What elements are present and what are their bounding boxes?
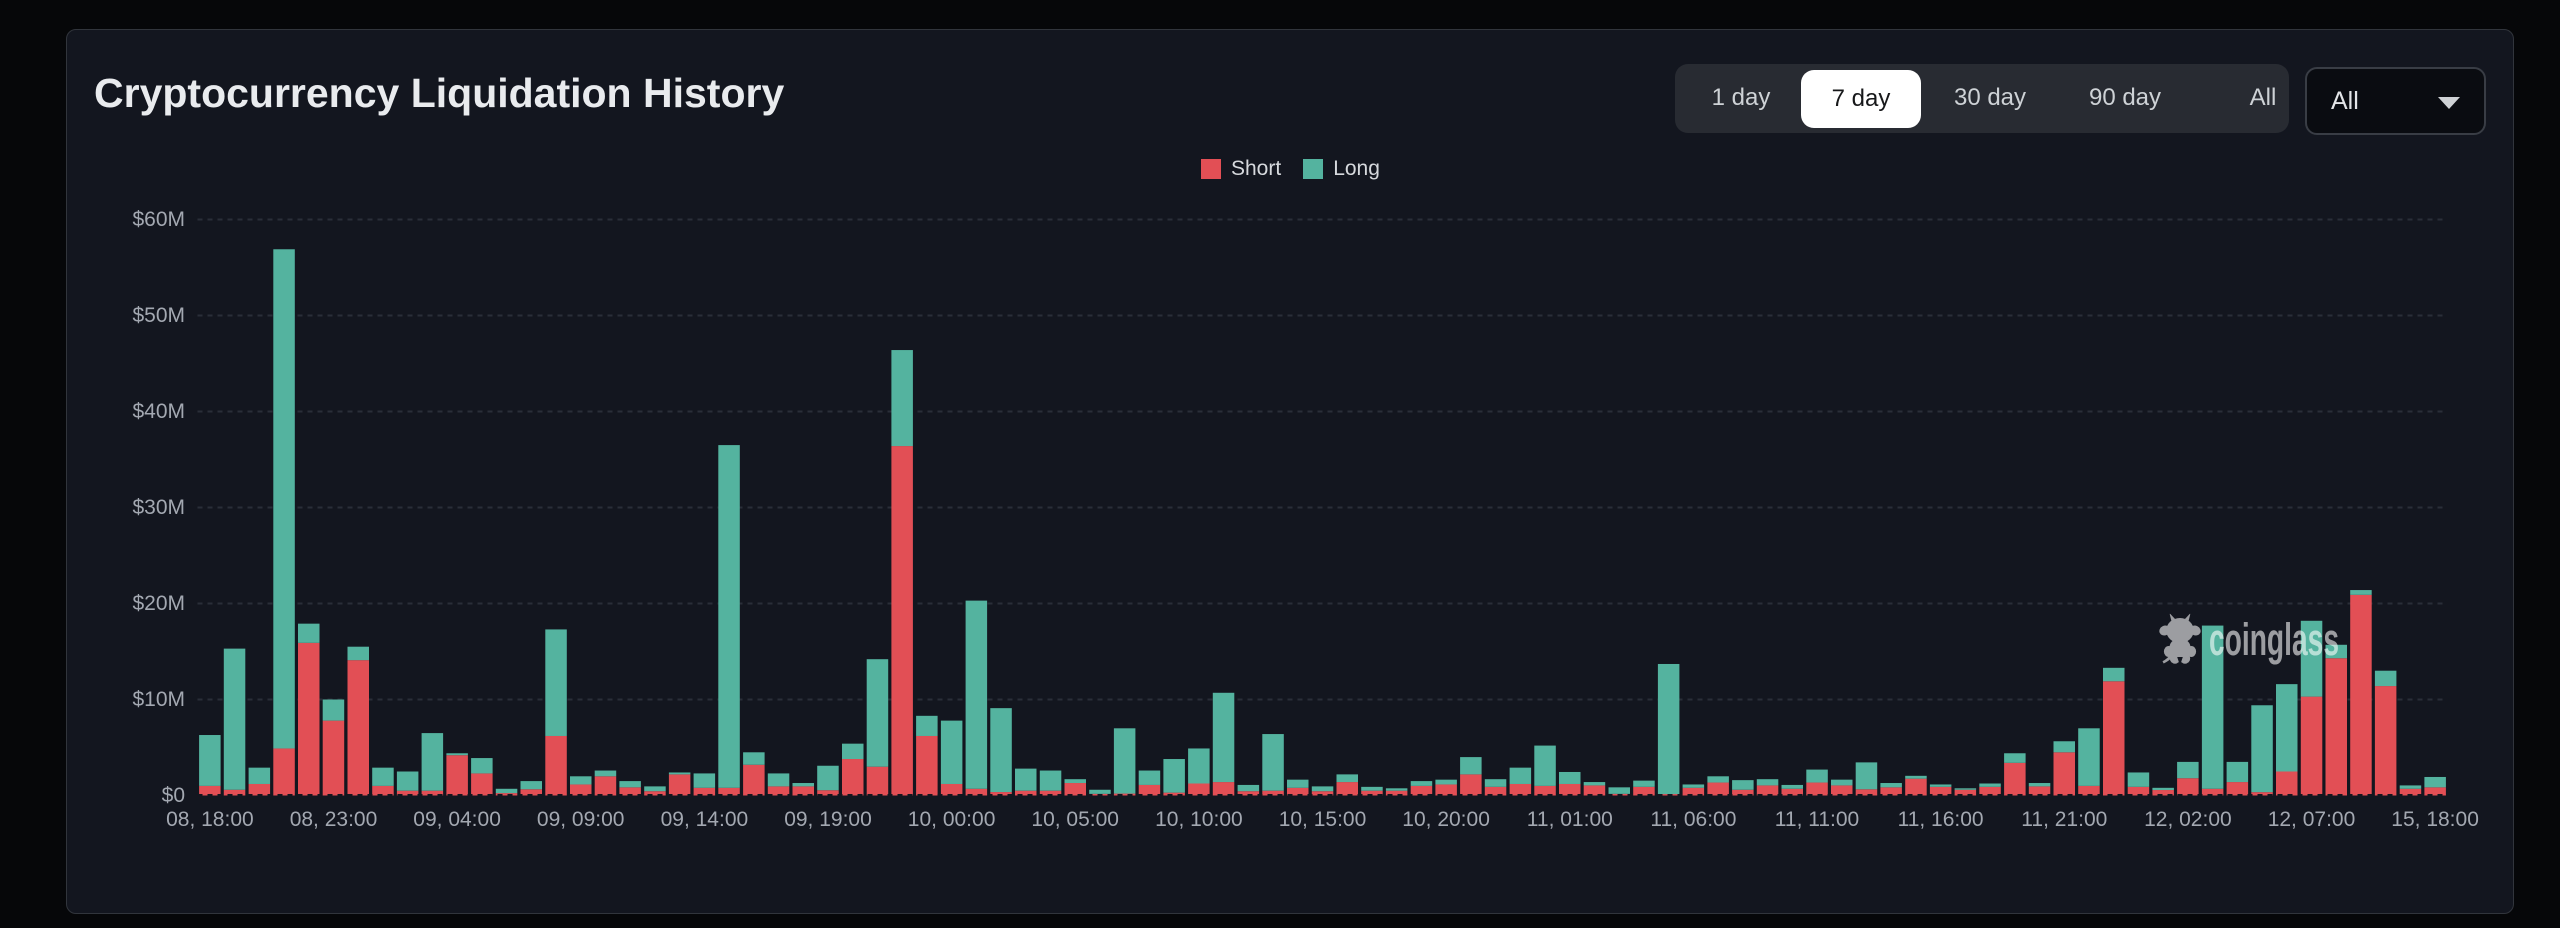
svg-text:12, 07:00: 12, 07:00 <box>2268 808 2356 831</box>
svg-text:$40M: $40M <box>132 400 185 423</box>
svg-text:10, 00:00: 10, 00:00 <box>908 808 996 831</box>
svg-text:08, 18:00: 08, 18:00 <box>166 808 254 831</box>
svg-text:11, 01:00: 11, 01:00 <box>1527 808 1613 831</box>
svg-text:11, 16:00: 11, 16:00 <box>1898 808 1984 831</box>
svg-text:$50M: $50M <box>132 304 185 327</box>
svg-text:09, 09:00: 09, 09:00 <box>537 808 625 831</box>
svg-text:11, 06:00: 11, 06:00 <box>1650 808 1736 831</box>
svg-text:10, 15:00: 10, 15:00 <box>1279 808 1367 831</box>
svg-text:coinglass: coinglass <box>2209 614 2339 665</box>
svg-text:10, 20:00: 10, 20:00 <box>1402 808 1490 831</box>
svg-text:12, 02:00: 12, 02:00 <box>2144 808 2232 831</box>
svg-text:$10M: $10M <box>132 688 185 711</box>
svg-text:$20M: $20M <box>132 592 185 615</box>
svg-text:15, 18:00: 15, 18:00 <box>2391 808 2479 831</box>
svg-text:08, 23:00: 08, 23:00 <box>290 808 378 831</box>
svg-text:10, 10:00: 10, 10:00 <box>1155 808 1243 831</box>
svg-text:09, 14:00: 09, 14:00 <box>661 808 749 831</box>
svg-text:09, 04:00: 09, 04:00 <box>413 808 501 831</box>
svg-text:11, 21:00: 11, 21:00 <box>2021 808 2107 831</box>
svg-text:$30M: $30M <box>132 496 185 519</box>
svg-text:10, 05:00: 10, 05:00 <box>1031 808 1119 831</box>
svg-text:11, 11:00: 11, 11:00 <box>1775 808 1859 831</box>
svg-text:09, 19:00: 09, 19:00 <box>784 808 872 831</box>
svg-text:$60M: $60M <box>132 208 185 231</box>
svg-text:$0: $0 <box>162 784 185 807</box>
